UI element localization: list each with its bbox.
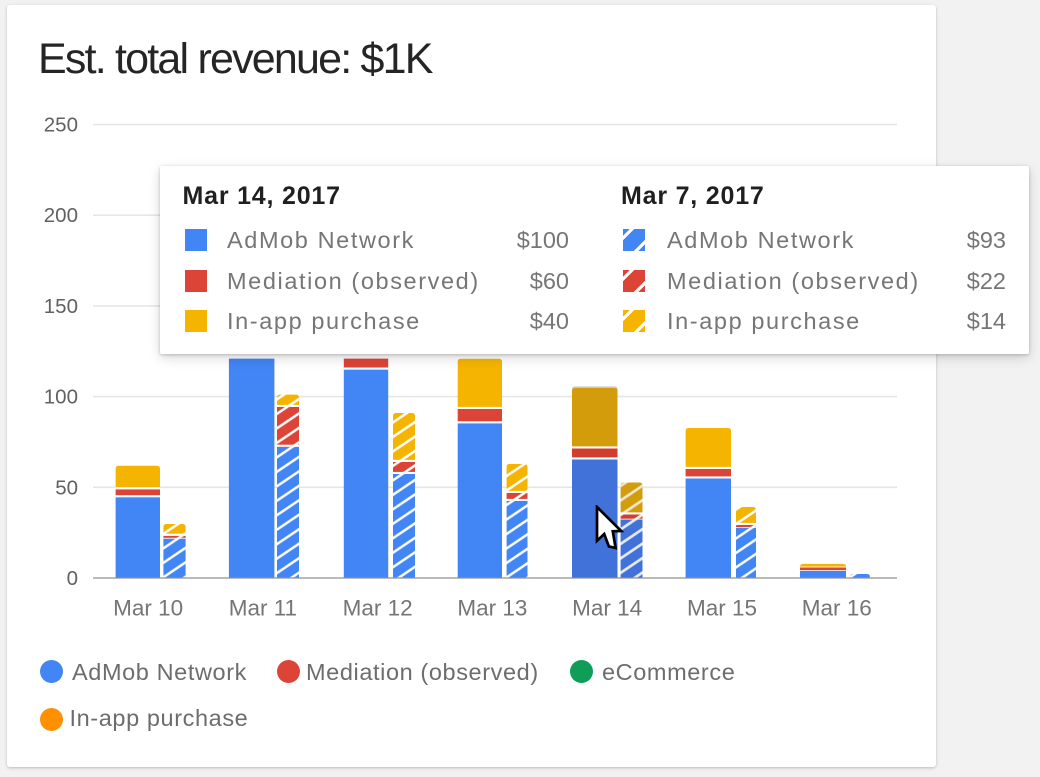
svg-text:150: 150 (44, 295, 78, 318)
svg-text:250: 250 (44, 114, 78, 137)
svg-text:Mar 14: Mar 14 (572, 596, 642, 621)
svg-text:200: 200 (44, 204, 78, 227)
svg-text:Mar 11: Mar 11 (229, 596, 297, 621)
svg-text:Mar 10: Mar 10 (113, 596, 183, 621)
svg-text:Mar 16: Mar 16 (802, 596, 872, 621)
svg-text:Mar 15: Mar 15 (687, 596, 757, 621)
svg-text:Mar 13: Mar 13 (457, 596, 527, 621)
svg-text:50: 50 (55, 476, 78, 499)
svg-text:0: 0 (67, 567, 78, 590)
svg-text:Mar 12: Mar 12 (343, 596, 413, 621)
svg-text:100: 100 (44, 386, 78, 409)
